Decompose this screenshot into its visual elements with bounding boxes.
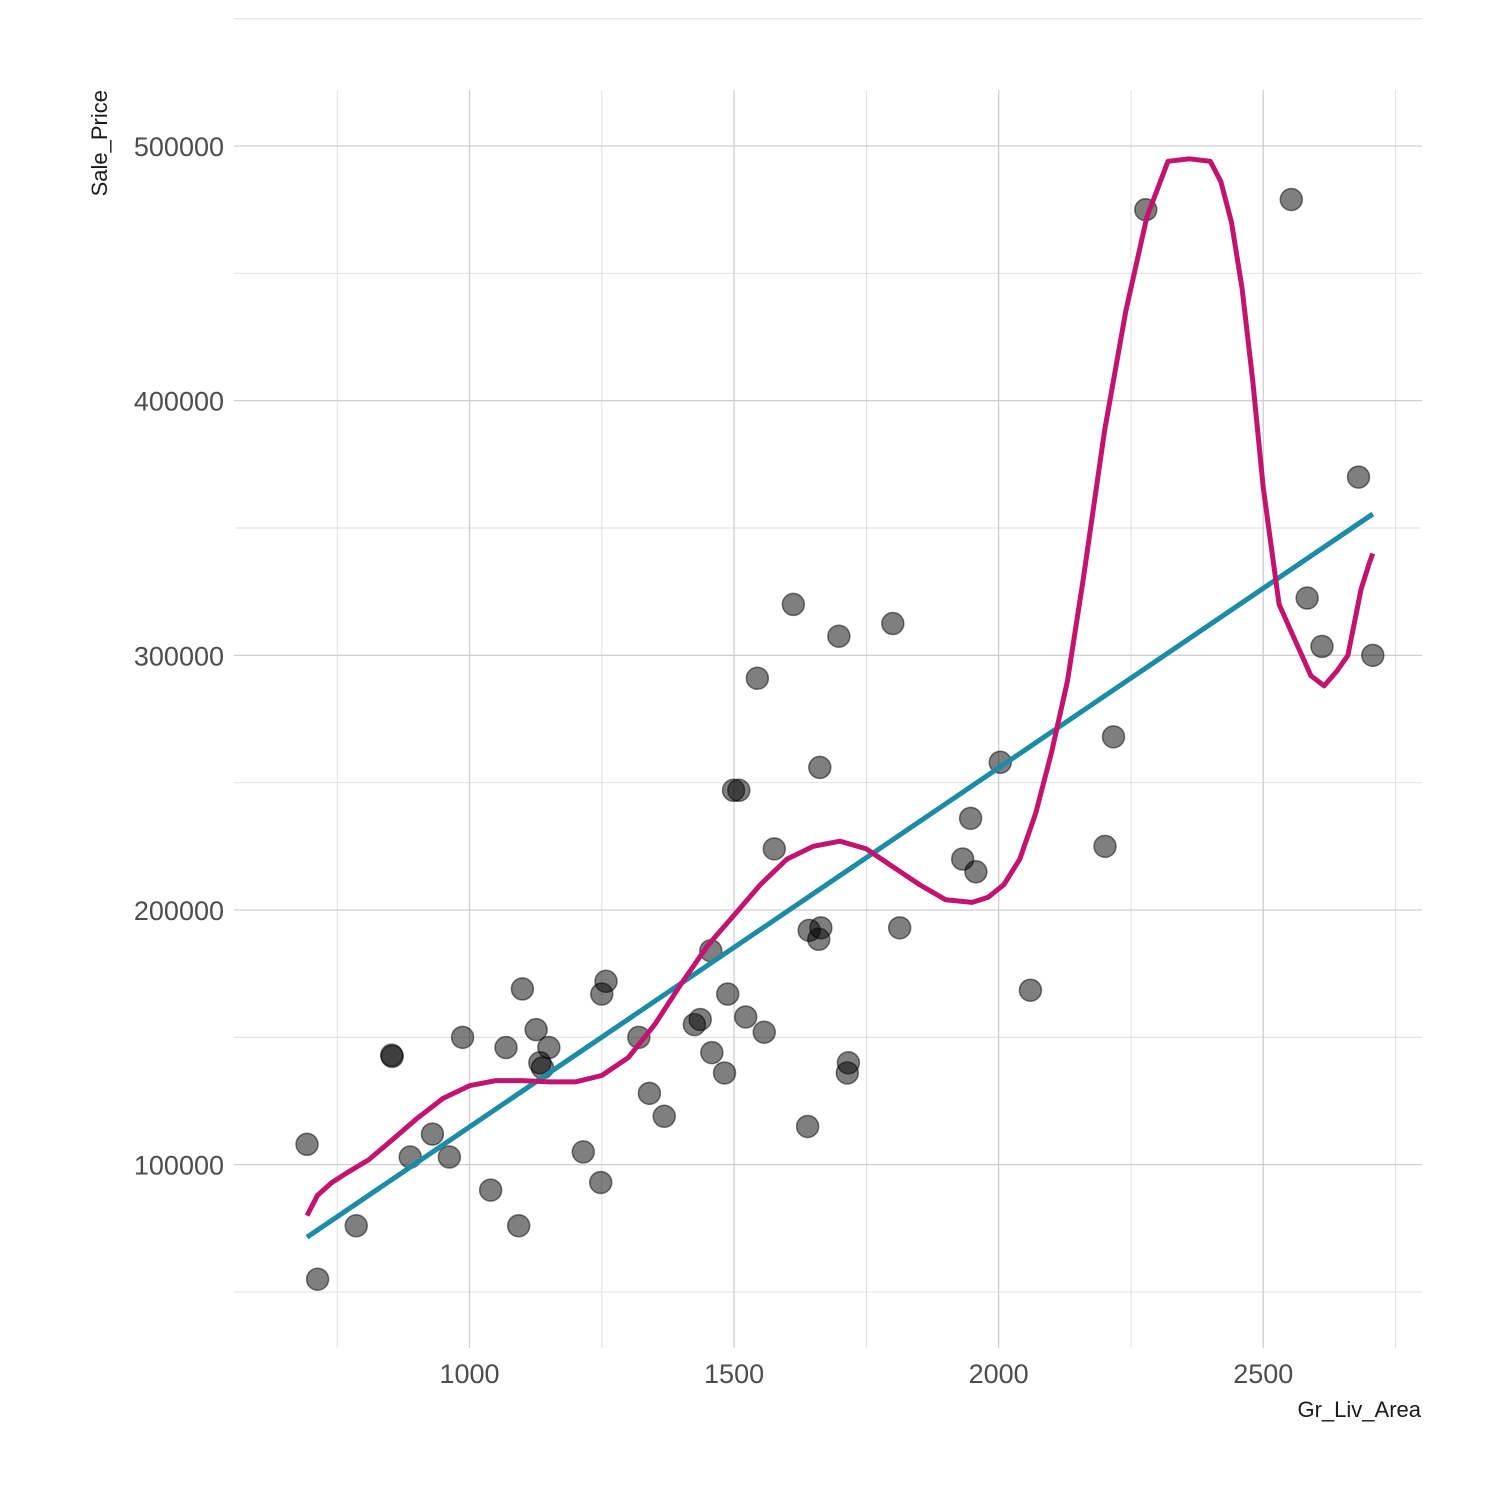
data-point [887, 916, 912, 940]
data-point [700, 1040, 724, 1065]
linear-fit-line [305, 511, 1375, 1240]
smooth-fit-line [304, 156, 1376, 1217]
data-point [762, 837, 787, 861]
data-point [795, 1114, 820, 1139]
data-point [506, 1214, 531, 1238]
data-point [524, 1017, 548, 1042]
data-point [1279, 187, 1304, 212]
y-axis-title: Sale_Price [87, 90, 112, 196]
y-tick-label: 100000 [134, 1151, 224, 1181]
data-point [537, 1035, 561, 1060]
x-tick-label: 2000 [969, 1359, 1029, 1389]
data-point [420, 1122, 445, 1146]
data-point [571, 1140, 596, 1164]
y-tick-label: 400000 [134, 387, 224, 417]
data-point [652, 1104, 676, 1129]
data-points [295, 187, 1385, 1291]
data-point [1310, 634, 1334, 659]
data-point [964, 860, 988, 884]
data-point [715, 982, 740, 1006]
data-point [1295, 586, 1319, 610]
data-point [637, 1081, 662, 1106]
data-point [958, 806, 983, 831]
data-point [836, 1051, 861, 1075]
x-tick-label: 1000 [439, 1359, 499, 1389]
data-point [727, 778, 751, 803]
data-point [450, 1025, 475, 1050]
data-point [752, 1020, 776, 1044]
data-point [827, 624, 851, 648]
y-axis-ticks: 100000 200000 300000 400000 500000 [134, 132, 224, 1181]
data-point [1018, 978, 1043, 1002]
x-axis-title: Gr_Liv_Area [1297, 1397, 1421, 1422]
data-point [1101, 725, 1126, 749]
grid-lines [234, 18, 1422, 1348]
data-point [809, 916, 833, 940]
data-point [478, 1178, 503, 1202]
data-point [745, 666, 770, 691]
data-point [781, 592, 806, 617]
data-point [380, 1044, 404, 1069]
data-point [712, 1061, 737, 1085]
data-point [594, 969, 618, 994]
data-point [588, 1170, 613, 1195]
data-point [305, 1267, 330, 1291]
data-point [808, 755, 832, 780]
data-point [494, 1035, 518, 1060]
data-point [881, 611, 905, 636]
data-point [344, 1214, 368, 1238]
series-layer [295, 156, 1385, 1291]
data-point [1093, 834, 1117, 859]
x-axis-ticks: 1000 1500 2000 2500 [439, 1359, 1293, 1389]
data-point [437, 1145, 462, 1169]
data-point [510, 977, 535, 1001]
x-tick-label: 2500 [1233, 1359, 1293, 1389]
data-point [1346, 465, 1371, 489]
y-tick-label: 300000 [134, 641, 224, 671]
data-point [295, 1132, 319, 1157]
y-tick-label: 200000 [134, 896, 224, 926]
y-tick-label: 500000 [134, 132, 224, 162]
data-point [688, 1007, 712, 1032]
data-point [733, 1005, 758, 1029]
data-point [1361, 643, 1385, 668]
x-tick-label: 1500 [704, 1359, 764, 1389]
